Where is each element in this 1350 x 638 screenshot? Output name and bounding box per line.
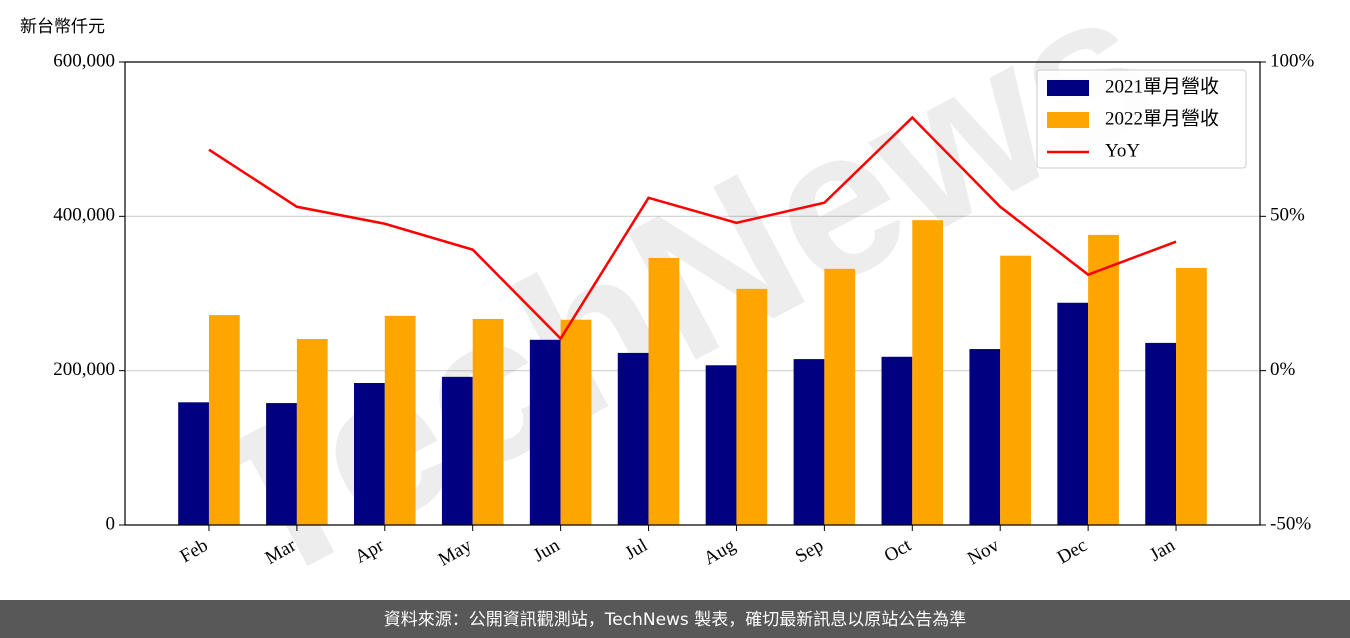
bar: [441, 376, 473, 525]
x-tick-label: Jul: [622, 535, 652, 564]
x-tick-label: Jun: [530, 535, 564, 567]
x-tick-label: Oct: [881, 535, 916, 567]
bar: [208, 315, 240, 525]
legend-swatch: [1047, 112, 1089, 128]
bar: [824, 268, 856, 525]
bar: [1000, 255, 1031, 525]
bar: [1176, 268, 1207, 525]
bar: [969, 349, 1001, 525]
y-tick-label: 400,000: [53, 205, 115, 226]
x-tick-label: Nov: [964, 535, 1003, 570]
line: [208, 115, 1177, 341]
bar: [472, 318, 504, 525]
x-tick-label: Sep: [792, 535, 827, 567]
legend-label: YoY: [1105, 140, 1140, 161]
footer-bar: [0, 600, 1350, 638]
footer-source: 資料來源：公開資訊觀測站，TechNews 製表，確切最新訊息以原站公告為準: [384, 610, 966, 630]
x-tick-label: Jan: [1146, 535, 1179, 566]
legend-label: 2022單月營收: [1105, 107, 1219, 129]
bar: [912, 220, 944, 526]
y2-tick-label: 0%: [1270, 359, 1296, 380]
y2-tick-label: -50%: [1270, 513, 1311, 534]
bar: [1145, 342, 1177, 525]
bar: [1088, 234, 1119, 525]
bar: [529, 339, 561, 525]
y-axis-unit: 新台幣仟元: [20, 17, 105, 37]
bar: [354, 383, 385, 525]
legend-box: [1036, 69, 1247, 169]
y-tick-label: 600,000: [53, 50, 115, 71]
bar: [296, 339, 328, 525]
x-tick-label: Feb: [176, 535, 211, 567]
bar: [560, 319, 592, 525]
bar: [617, 352, 649, 525]
bar: [881, 356, 913, 525]
legend-label: 2021單月營收: [1105, 75, 1219, 97]
y2-tick-label: 100%: [1270, 50, 1315, 71]
bar: [648, 258, 680, 525]
bar: [266, 403, 297, 525]
plot-frame: [124, 61, 1261, 526]
bar: [705, 365, 737, 525]
legend-swatch: [1047, 80, 1089, 96]
y-tick-label: 0: [106, 513, 116, 534]
bar: [793, 359, 825, 525]
y-tick-label: 200,000: [53, 359, 115, 380]
bar: [384, 315, 416, 525]
bar: [736, 288, 768, 525]
x-tick-label: Dec: [1054, 535, 1091, 568]
bar: [1057, 302, 1089, 525]
y2-tick-label: 50%: [1270, 205, 1305, 226]
x-tick-label: Aug: [700, 535, 739, 570]
bar: [178, 402, 209, 525]
